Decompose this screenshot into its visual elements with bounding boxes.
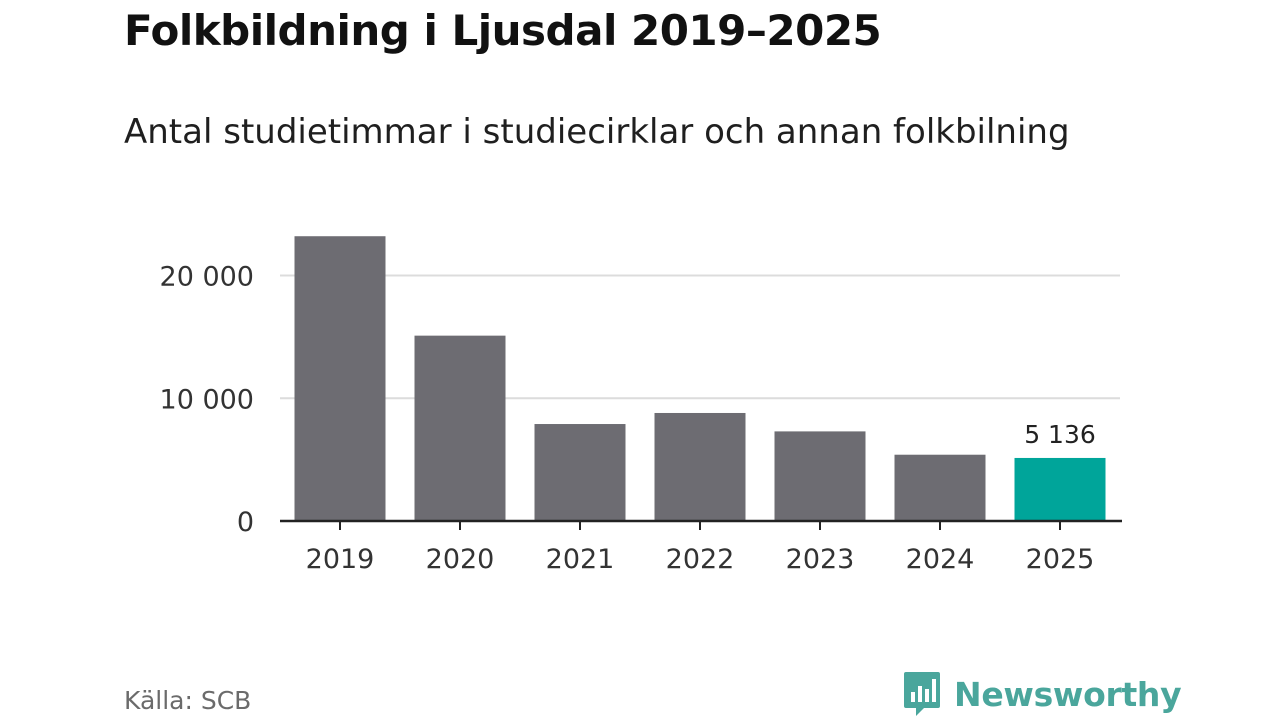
bar-2022 — [654, 412, 746, 521]
brand-name: Newsworthy — [954, 674, 1182, 714]
bar-2019 — [294, 236, 386, 521]
bar-2025 — [1014, 457, 1106, 521]
newsworthy-logo-icon — [904, 672, 940, 716]
bar-2020 — [414, 335, 506, 521]
y-tick-label: 20 000 — [160, 262, 254, 293]
y-tick-label: 0 — [237, 507, 254, 538]
bar-2024 — [894, 454, 986, 521]
x-tick-label: 2020 — [426, 544, 495, 575]
x-tick-label: 2024 — [906, 544, 975, 575]
source-note: Källa: SCB — [124, 686, 252, 715]
brand-logo: Newsworthy — [902, 670, 1182, 718]
chart-subtitle: Antal studietimmar i studiecirklar och a… — [124, 112, 1070, 152]
x-tick-label: 2021 — [546, 544, 615, 575]
x-tick-label: 2025 — [1026, 544, 1095, 575]
y-tick-label: 10 000 — [160, 384, 254, 415]
x-tick-label: 2023 — [786, 544, 855, 575]
x-tick-label: 2019 — [306, 544, 375, 575]
data-label: 5 136 — [1024, 420, 1096, 449]
bar-2021 — [534, 424, 626, 521]
x-tick-label: 2022 — [666, 544, 735, 575]
chart-title: Folkbildning i Ljusdal 2019–2025 — [124, 6, 882, 55]
bar-2023 — [774, 431, 866, 521]
